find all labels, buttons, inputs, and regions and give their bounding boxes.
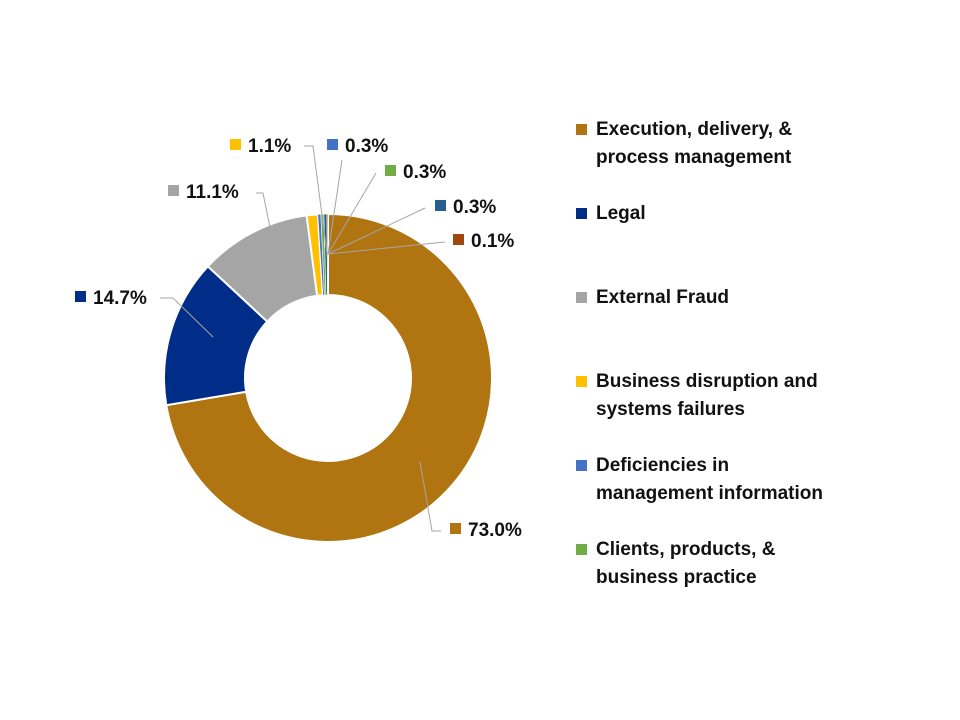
data-label-key-business-disruption (230, 139, 241, 150)
data-label-external-fraud: 11.1% (186, 182, 239, 203)
leader-line-deficiencies (327, 159, 343, 255)
data-label-legal: 14.7% (93, 288, 147, 309)
data-label-other-a: 0.3% (453, 197, 496, 218)
donut-slices (163, 212, 493, 543)
leader-line-other-a (327, 207, 426, 255)
data-label-deficiencies: 0.3% (345, 136, 388, 157)
legend-label-execution: Execution, delivery, & process managemen… (596, 119, 793, 168)
legend-swatch-external-fraud (576, 292, 587, 303)
data-label-business-disruption: 1.1% (248, 136, 291, 157)
leader-line-external-fraud (256, 192, 278, 263)
legend-label-clients-products: Clients, products, & business practice (596, 539, 776, 588)
legend-swatch-legal (576, 208, 587, 219)
data-label-key-external-fraud (168, 185, 179, 196)
data-label-execution: 73.0% (468, 520, 522, 541)
data-label-key-other-a (435, 200, 446, 211)
legend-swatch-clients-products (576, 544, 587, 555)
legend-item-execution: Execution, delivery, & process managemen… (576, 116, 846, 172)
data-label-key-execution (450, 523, 461, 534)
legend-label-legal: Legal (596, 203, 646, 224)
leader-line-other-b (327, 241, 446, 255)
donut-slice-other-b (326, 213, 329, 296)
donut-slice-execution (165, 212, 493, 543)
legend-label-business-disruption: Business disruption and systems failures (596, 371, 818, 420)
legend-item-external-fraud: External Fraud (576, 284, 846, 312)
legend-swatch-business-disruption (576, 376, 587, 387)
data-label-other-b: 0.1% (471, 231, 514, 252)
leader-line-execution (419, 461, 441, 532)
data-label-key-legal (75, 291, 86, 302)
data-label-key-clients-products (385, 165, 396, 176)
leader-line-legal (160, 297, 214, 338)
data-label-key-deficiencies (327, 139, 338, 150)
legend-item-legal: Legal (576, 200, 846, 228)
data-label-clients-products: 0.3% (403, 162, 446, 183)
data-labels: 73.0% 14.7% 11.1% 1.1% 0.3% 0.3% 0.3% 0.1% (75, 136, 522, 541)
legend-swatch-deficiencies (576, 460, 587, 471)
data-label-key-other-b (453, 234, 464, 245)
legend-item-clients-products: Clients, products, & business practice (576, 536, 846, 592)
legend-label-external-fraud: External Fraud (596, 287, 730, 308)
legend-item-business-disruption: Business disruption and systems failures (576, 368, 846, 424)
legend-item-deficiencies: Deficiencies in management information (576, 452, 846, 508)
legend-label-deficiencies: Deficiencies in management information (596, 455, 823, 504)
leader-line-business-disruption (304, 145, 328, 255)
leader-lines (160, 145, 446, 532)
legend-swatch-execution (576, 124, 587, 135)
leader-line-clients-products (327, 172, 377, 255)
